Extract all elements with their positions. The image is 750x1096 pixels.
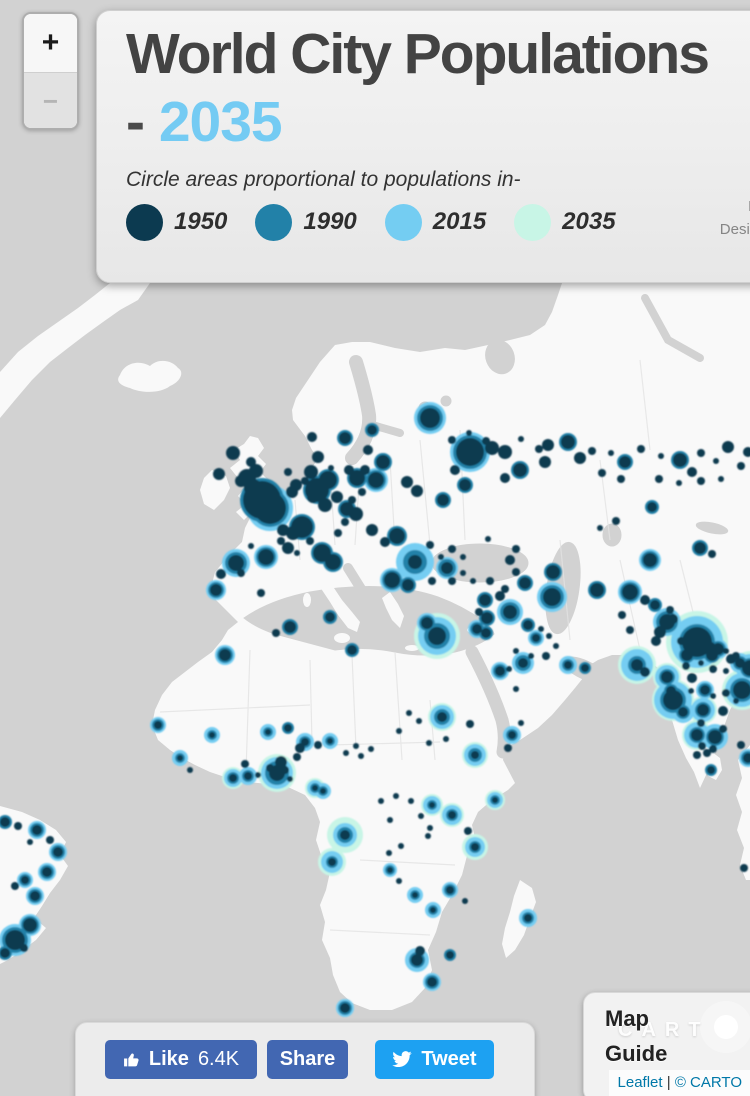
credits-design: Design: D A xyxy=(609,219,750,242)
thumbs-up-icon xyxy=(123,1053,139,1067)
like-count: 6.4K xyxy=(197,1048,240,1070)
leaflet-link[interactable]: Leaflet xyxy=(617,1074,663,1091)
subtitle: Circle areas proportional to populations… xyxy=(126,167,521,191)
legend-label-1990: 1990 xyxy=(303,208,357,236)
legend-circle-1990 xyxy=(255,203,293,241)
map-guide-label: Map Guide xyxy=(605,1001,667,1071)
zoom-out-button[interactable]: − xyxy=(24,72,77,128)
twitter-bird-icon xyxy=(392,1051,413,1068)
social-panel: Like 6.4K Share Tweet xyxy=(75,1022,535,1096)
page-title: World City Populations xyxy=(126,22,710,86)
map-guide-line2: Guide xyxy=(605,1041,668,1067)
carto-logo-dot xyxy=(714,1015,738,1039)
share-label: Share xyxy=(279,1048,336,1070)
legend-circle-2015 xyxy=(384,203,422,241)
zoom-control: + − xyxy=(22,12,79,130)
title-dash: - xyxy=(126,89,145,154)
legend-item-1950: 1950 xyxy=(126,203,228,241)
legend: 1950 1990 2015 2035 xyxy=(126,203,750,241)
like-label: Like xyxy=(148,1048,189,1070)
attribution-separator: | xyxy=(666,1074,671,1091)
legend-label-1950: 1950 xyxy=(174,208,228,236)
facebook-like-button[interactable]: Like 6.4K xyxy=(105,1040,257,1079)
title-panel: World City Populations - 2035 Circle are… xyxy=(96,10,750,283)
page-title-year: - 2035 xyxy=(126,89,750,154)
carto-watermark: CART xyxy=(604,1001,750,1055)
legend-label-2035: 2035 xyxy=(562,208,616,236)
map-guide-line1: Map xyxy=(605,1006,649,1031)
population-circles xyxy=(0,402,750,1017)
credits-data-label: Data: xyxy=(748,198,750,215)
carto-logo-text: CART xyxy=(618,1019,710,1041)
legend-circle-1950 xyxy=(126,203,163,241)
peninsulas xyxy=(303,563,477,651)
legend-item-1990: 1990 xyxy=(255,203,357,241)
attribution-bar: Leaflet | © CARTO xyxy=(608,1070,750,1096)
carto-logo-ring xyxy=(700,1001,750,1053)
tweet-button[interactable]: Tweet xyxy=(375,1040,494,1079)
carto-link[interactable]: © CARTO xyxy=(674,1074,742,1091)
legend-item-2015: 2015 xyxy=(384,203,487,241)
legend-circle-2035 xyxy=(514,203,552,241)
credits-data: Data: U xyxy=(609,196,750,219)
credits-design-label: Design: xyxy=(719,220,750,238)
legend-label-2015: 2015 xyxy=(432,208,487,236)
tweet-label: Tweet xyxy=(421,1048,477,1070)
facebook-share-button[interactable]: Share xyxy=(267,1040,348,1079)
legend-item-2035: 2035 xyxy=(514,203,616,241)
title-year: 2035 xyxy=(158,89,283,154)
zoom-in-button[interactable]: + xyxy=(24,14,77,72)
credits: Data: U Design: D A xyxy=(609,196,750,241)
